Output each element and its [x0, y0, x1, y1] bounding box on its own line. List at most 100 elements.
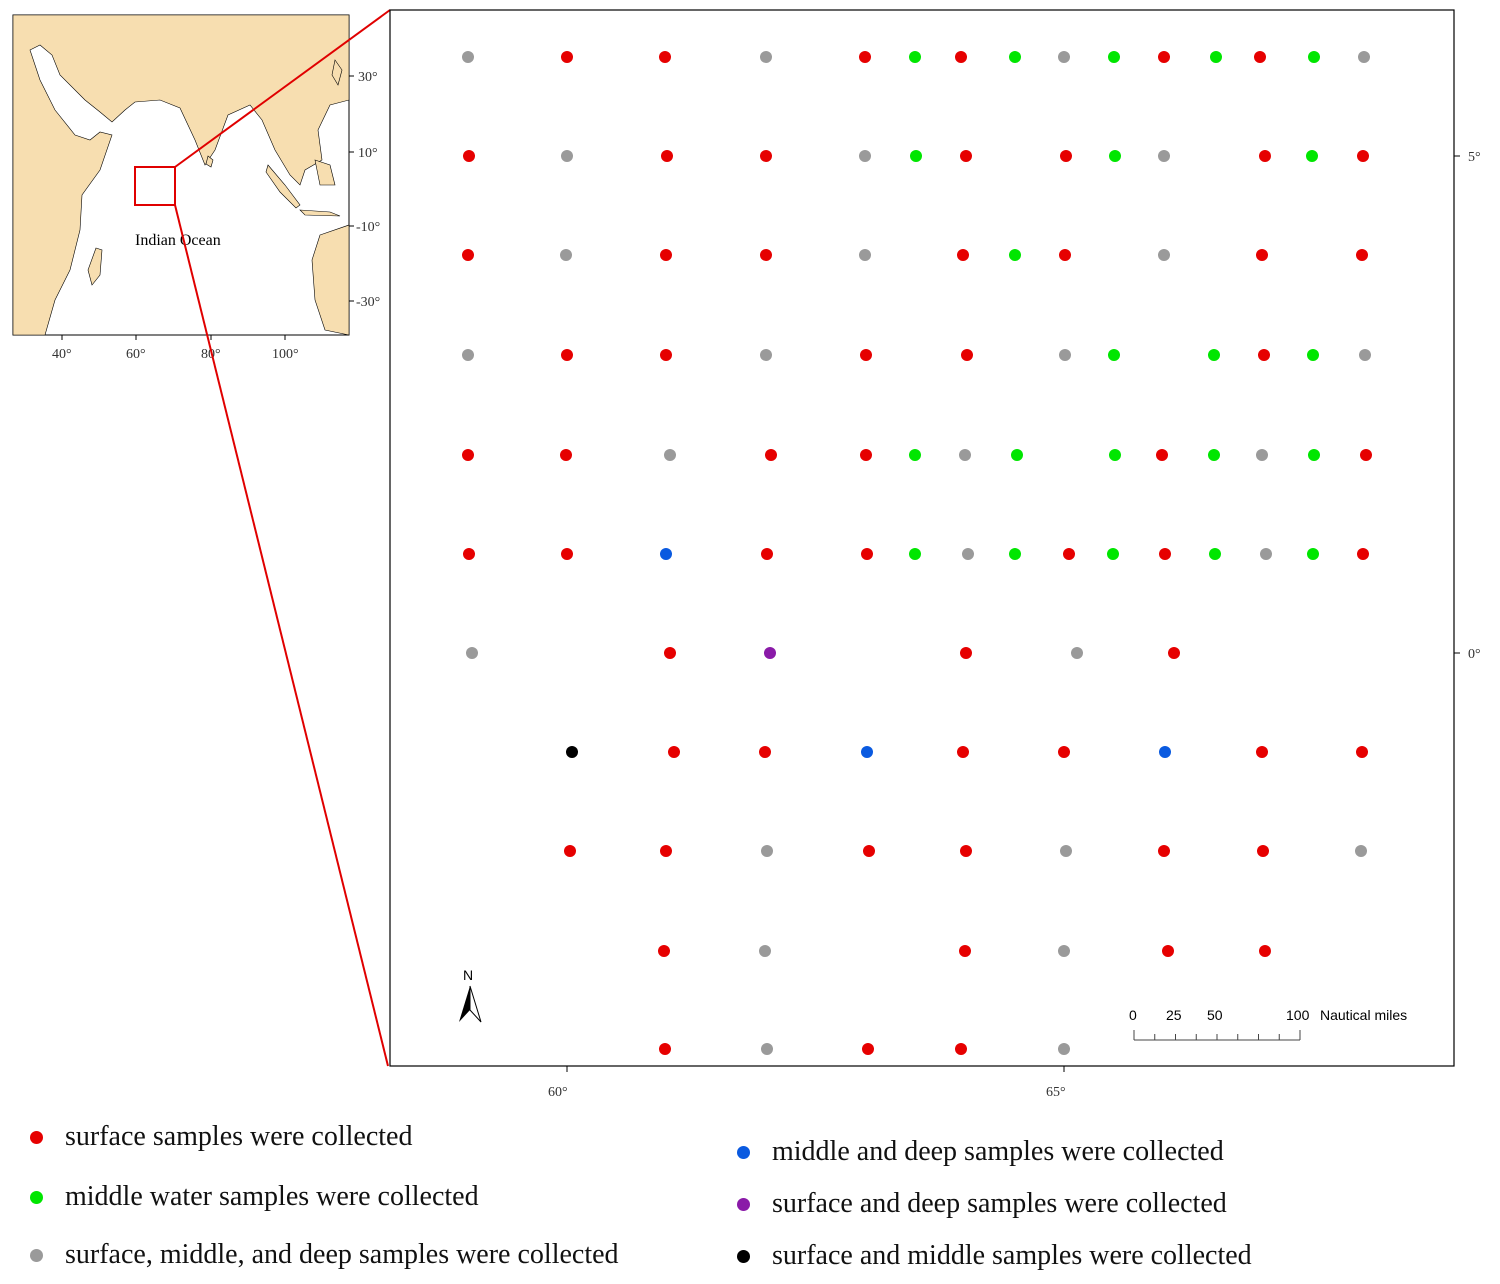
inset-lon-tick-label: 60°	[126, 347, 146, 362]
station-dot-gray	[761, 845, 773, 857]
station-dot-red	[1360, 449, 1372, 461]
station-dot-blue	[861, 746, 873, 758]
station-dot-green	[1208, 349, 1220, 361]
station-dot-gray	[1058, 51, 1070, 63]
station-dot-gray	[560, 249, 572, 261]
station-dot-red	[661, 150, 673, 162]
inset-lon-tick-label: 40°	[52, 347, 72, 362]
legend-item: surface samples were collected	[30, 1121, 412, 1153]
station-dot-green	[1210, 51, 1222, 63]
legend-marker	[737, 1145, 750, 1159]
inset-lat-ticks: 30° 10° -10° -30°	[349, 70, 380, 310]
station-dot-red	[462, 249, 474, 261]
station-dot-blue	[660, 548, 672, 560]
station-dot-red	[659, 51, 671, 63]
station-dot-red	[560, 449, 572, 461]
station-dot-green	[1109, 449, 1121, 461]
main-map-frame	[389, 9, 1455, 1067]
station-dot-red	[863, 845, 875, 857]
legend-marker	[30, 1190, 43, 1204]
station-dot-green	[1108, 51, 1120, 63]
inset-landmass	[13, 15, 349, 335]
main-lat-tick-label: 0°	[1468, 647, 1481, 662]
station-dot-red	[1168, 647, 1180, 659]
zoom-line-bottom	[174, 204, 389, 1067]
station-dot-red	[859, 51, 871, 63]
sample-stations	[462, 51, 1372, 1055]
station-dot-gray	[1359, 349, 1371, 361]
station-dot-green	[909, 449, 921, 461]
station-dot-red	[960, 150, 972, 162]
legend-label: middle and deep samples were collected	[772, 1136, 1224, 1167]
station-dot-red	[1158, 845, 1170, 857]
station-dot-red	[1158, 51, 1170, 63]
station-dot-green	[1208, 449, 1220, 461]
station-dot-gray	[561, 150, 573, 162]
main-lon-ticks: 60° 65°	[548, 1066, 1066, 1100]
scale-label: 50	[1207, 1007, 1223, 1023]
station-dot-red	[761, 548, 773, 560]
scale-bar: 0 25 50 100 Nautical miles	[1129, 1007, 1407, 1041]
zoom-line-top	[174, 9, 391, 168]
legend-label: surface and deep samples were collected	[772, 1188, 1227, 1219]
station-dot-gray	[761, 1043, 773, 1055]
station-dot-green	[1209, 548, 1221, 560]
station-dot-gray	[1355, 845, 1367, 857]
inset-lat-tick-label: -10°	[356, 220, 380, 235]
station-dot-gray	[1058, 945, 1070, 957]
inset-ocean-label: Indian Ocean	[135, 232, 221, 249]
station-dot-green	[1306, 150, 1318, 162]
inset-lat-tick-label: -30°	[356, 295, 380, 310]
station-dot-red	[960, 647, 972, 659]
station-dot-green	[1009, 51, 1021, 63]
station-dot-red	[660, 249, 672, 261]
station-dot-gray	[859, 249, 871, 261]
legend-item: surface, middle, and deep samples were c…	[30, 1239, 619, 1271]
station-dot-red	[1159, 548, 1171, 560]
station-dot-red	[1259, 150, 1271, 162]
station-dot-blue	[1159, 746, 1171, 758]
station-dot-gray	[664, 449, 676, 461]
station-dot-black	[566, 746, 578, 758]
station-dot-red	[463, 548, 475, 560]
scale-label: 0	[1129, 1007, 1137, 1023]
station-dot-red	[957, 746, 969, 758]
station-dot-red	[1059, 249, 1071, 261]
legend-item: middle water samples were collected	[30, 1181, 479, 1213]
station-dot-red	[760, 150, 772, 162]
legend-marker	[737, 1249, 750, 1263]
station-dot-gray	[1260, 548, 1272, 560]
station-dot-green	[1109, 150, 1121, 162]
station-dot-red	[1058, 746, 1070, 758]
station-dot-red	[462, 449, 474, 461]
station-dot-red	[760, 249, 772, 261]
station-dot-red	[463, 150, 475, 162]
station-dot-green	[1011, 449, 1023, 461]
station-dot-green	[1307, 349, 1319, 361]
station-dot-green	[1308, 449, 1320, 461]
station-dot-gray	[1158, 150, 1170, 162]
station-dot-red	[1060, 150, 1072, 162]
legend-label: surface and middle samples were collecte…	[772, 1240, 1252, 1271]
station-dot-gray	[1256, 449, 1268, 461]
legend-label: surface, middle, and deep samples were c…	[65, 1239, 619, 1270]
station-dot-red	[660, 349, 672, 361]
station-dot-red	[561, 51, 573, 63]
legend-marker	[30, 1130, 43, 1144]
station-dot-gray	[959, 449, 971, 461]
legend-marker	[737, 1197, 750, 1211]
north-label: N	[463, 967, 473, 983]
station-dot-red	[1259, 945, 1271, 957]
station-dot-red	[659, 1043, 671, 1055]
station-dot-red	[960, 845, 972, 857]
station-dot-gray	[1058, 1043, 1070, 1055]
main-lon-tick-label: 60°	[548, 1085, 568, 1100]
station-dot-red	[1357, 548, 1369, 560]
station-dot-gray	[760, 349, 772, 361]
station-dot-red	[1256, 746, 1268, 758]
station-dot-gray	[462, 51, 474, 63]
main-lat-ticks: 5° 0°	[1454, 150, 1481, 662]
station-dot-red	[1256, 249, 1268, 261]
station-dot-gray	[462, 349, 474, 361]
station-dot-red	[1156, 449, 1168, 461]
